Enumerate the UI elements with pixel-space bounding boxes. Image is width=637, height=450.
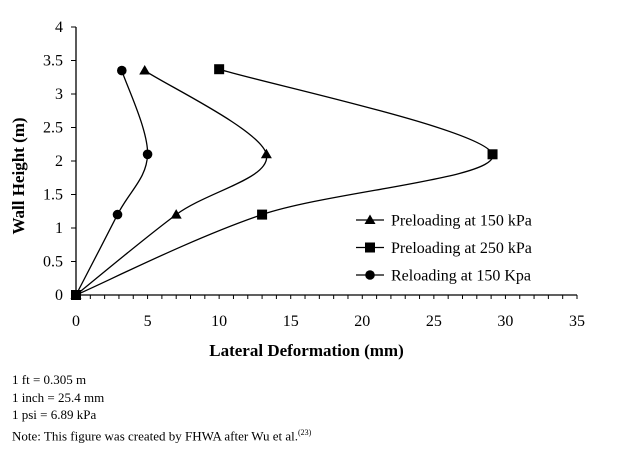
note-inch: 1 inch = 25.4 mm bbox=[12, 389, 105, 405]
data-point-square bbox=[214, 64, 225, 75]
x-tick-label: 35 bbox=[569, 313, 585, 330]
legend-marker-circle bbox=[365, 270, 375, 280]
y-tick-label: 4 bbox=[55, 19, 63, 36]
data-point-triangle bbox=[260, 148, 272, 159]
data-point-circle bbox=[117, 65, 127, 76]
data-point-circle bbox=[142, 149, 153, 160]
data-point-triangle bbox=[139, 65, 151, 75]
note-source: Note: This figure was created by FHWA af… bbox=[12, 427, 312, 443]
x-axis-label: Lateral Deformation (mm) bbox=[209, 341, 404, 360]
note-ft: 1 ft = 0.305 m bbox=[12, 372, 87, 387]
x-tick-label: 5 bbox=[144, 313, 152, 330]
legend-marker-square bbox=[365, 242, 375, 253]
data-point-circle bbox=[112, 209, 123, 220]
y-tick-label: 1 bbox=[55, 220, 63, 237]
note-psi: 1 psi = 6.89 kPa bbox=[12, 407, 97, 422]
series-line bbox=[75, 70, 268, 296]
legend-label: Preloading at 150 kPa bbox=[391, 213, 532, 230]
legend-marker-triangle bbox=[364, 214, 376, 224]
x-tick-label: 0 bbox=[72, 313, 80, 330]
x-tick-label: 15 bbox=[283, 313, 299, 330]
x-tick-label: 30 bbox=[497, 313, 513, 330]
legend-label: Preloading at 250 kPa bbox=[391, 240, 532, 257]
y-tick-label: 3.5 bbox=[43, 53, 63, 70]
x-tick-label: 25 bbox=[426, 313, 442, 330]
chart: 0 5 10 15 20 25 30 35 0 0.5 1 1.5 2 2.5 3 3.5 4 Lateral D… bbox=[9, 19, 585, 360]
x-tick-label: 20 bbox=[354, 313, 370, 330]
data-point-triangle bbox=[170, 209, 182, 219]
legend-label: Reloading at 150 Kpa bbox=[391, 268, 531, 285]
series-line bbox=[75, 68, 494, 296]
figure-notes: 1 ft = 0.305 m 1 inch = 25.4 mm 1 psi = … bbox=[12, 371, 311, 444]
data-point-square bbox=[487, 149, 498, 160]
y-tick-label: 2 bbox=[55, 153, 63, 170]
series-line bbox=[75, 70, 149, 296]
y-axis-label: Wall Height (m) bbox=[9, 117, 28, 234]
data-point-square bbox=[257, 209, 268, 220]
y-tick-label: 3 bbox=[55, 86, 63, 103]
y-tick-label: 0 bbox=[55, 287, 63, 304]
data-point-circle bbox=[71, 290, 81, 300]
y-tick-label: 0.5 bbox=[43, 254, 63, 271]
x-tick-label: 10 bbox=[211, 313, 227, 330]
y-tick-label: 2.5 bbox=[43, 120, 63, 137]
y-tick-label: 1.5 bbox=[43, 187, 63, 204]
